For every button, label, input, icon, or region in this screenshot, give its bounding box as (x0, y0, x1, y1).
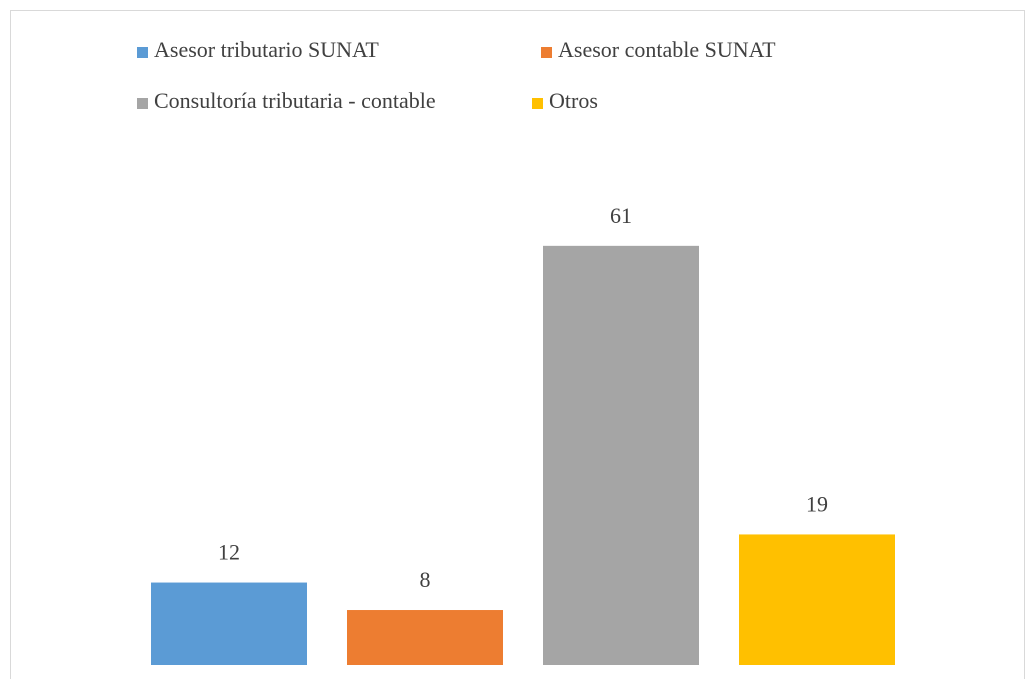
legend-label: Consultoría tributaria - contable (154, 88, 436, 113)
legend-label: Asesor contable SUNAT (558, 37, 776, 62)
legend-swatch (137, 47, 148, 58)
bar (739, 534, 895, 665)
data-label: 12 (218, 540, 240, 565)
bar (347, 610, 503, 665)
data-label: 19 (806, 491, 828, 516)
data-label: 8 (420, 567, 431, 592)
legend-swatch (541, 47, 552, 58)
bar (151, 582, 307, 665)
legend-label: Otros (549, 88, 598, 113)
data-label: 61 (610, 203, 632, 228)
legend-label: Asesor tributario SUNAT (154, 37, 379, 62)
bar (543, 245, 699, 666)
legend-swatch (137, 98, 148, 109)
legend-swatch (532, 98, 543, 109)
